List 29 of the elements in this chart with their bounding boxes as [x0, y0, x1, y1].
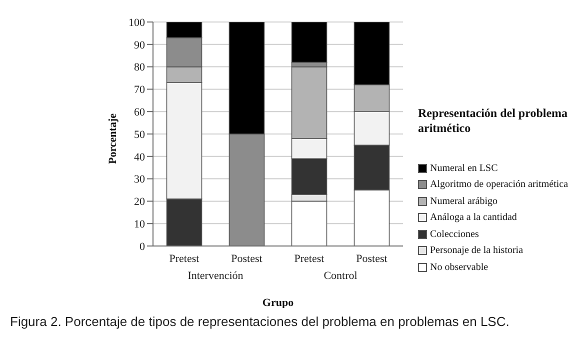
legend-label: Numeral arábigo — [429, 194, 498, 209]
x-tick-label: Postest — [231, 252, 262, 265]
text: Control — [322, 270, 358, 282]
legend-label: Colecciones — [429, 228, 480, 242]
x-tick-label: Pretest — [294, 252, 324, 265]
y-tick-label: 90 — [134, 39, 146, 52]
y-tick-label: 10 — [134, 218, 146, 231]
legend-label: Algoritmo de operación aritmética — [429, 178, 570, 192]
text: Figura 2. Porcentaje de tipos de representaciones del problema en problemas en LSC. — [10, 314, 510, 329]
y-tick-label: 40 — [134, 151, 146, 164]
y-tick-label: 0 — [140, 240, 146, 253]
legend-label: Numeral en LSC — [429, 162, 499, 176]
legend-title: Representación del problema aritmético — [418, 106, 569, 136]
y-tick-label: 60 — [134, 106, 146, 119]
x-tick-label: Pretest — [169, 252, 200, 265]
legend-label: Personaje de la historia — [429, 244, 524, 258]
bar — [291, 22, 328, 63]
y-tick-label: 30 — [134, 174, 146, 186]
x-tick-label: Postest — [356, 252, 388, 265]
y-tick-label: 20 — [134, 196, 146, 208]
y-axis-title: Porcentaje — [106, 113, 119, 164]
y-tick-label: 80 — [134, 62, 146, 74]
y-tick-label: 100 — [128, 16, 146, 29]
text: Intervención — [186, 270, 244, 282]
legend-label: No observable — [429, 260, 490, 275]
y-tick-label: 70 — [134, 84, 146, 96]
legend-label: Análoga a la cantidad — [429, 211, 518, 226]
y-tick-label: 50 — [134, 128, 146, 141]
x-axis-title: Grupo — [262, 297, 294, 309]
